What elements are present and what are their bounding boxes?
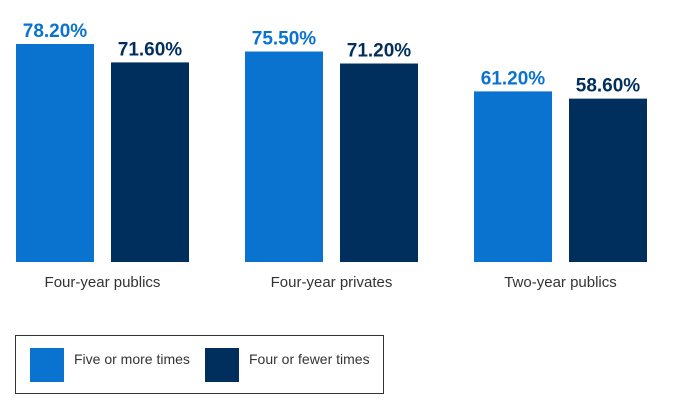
category-label-2: Two-year publics (504, 274, 617, 291)
legend-label-five-or-more: Five or more times (74, 351, 190, 367)
legend: Five or more times Four or fewer times (15, 335, 384, 394)
data-label-four-or-fewer-0: 71.60% (118, 39, 183, 60)
data-label-five-or-more-2: 61.20% (481, 68, 546, 89)
data-label-four-or-fewer-2: 58.60% (576, 76, 641, 97)
category-label-1: Four-year privates (271, 274, 393, 291)
data-label-five-or-more-0: 78.20% (23, 21, 88, 42)
bar-four-or-fewer-0 (111, 62, 189, 263)
legend-item-five-or-more: Five or more times (30, 348, 190, 382)
legend-item-four-or-fewer: Four or fewer times (205, 348, 370, 382)
legend-swatch-four-or-fewer (205, 348, 239, 382)
bar-four-or-fewer-1 (340, 63, 418, 262)
data-label-four-or-fewer-1: 71.20% (347, 41, 412, 62)
data-label-five-or-more-1: 75.50% (252, 29, 317, 50)
legend-label-four-or-fewer: Four or fewer times (249, 351, 370, 367)
bar-four-or-fewer-2 (569, 98, 647, 262)
bar-five-or-more-1 (245, 51, 323, 262)
bar-five-or-more-0 (16, 44, 94, 262)
bar-five-or-more-2 (474, 91, 552, 263)
legend-swatch-five-or-more (30, 348, 64, 382)
category-label-0: Four-year publics (45, 274, 161, 291)
